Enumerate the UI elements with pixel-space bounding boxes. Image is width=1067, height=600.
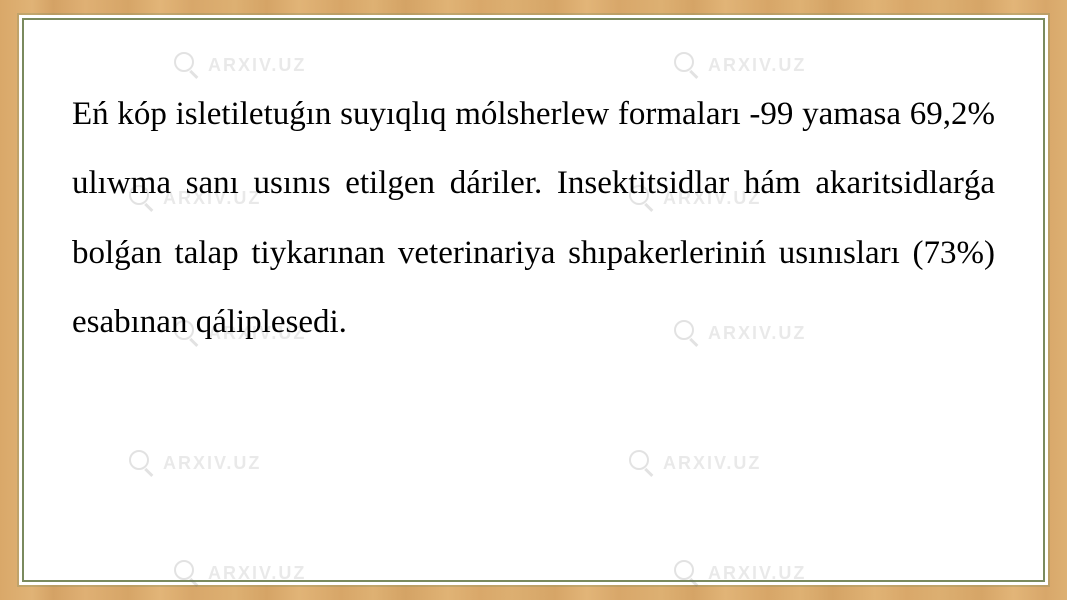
slide-frame: ARXIV.UZARXIV.UZARXIV.UZARXIV.UZARXIV.UZ…	[22, 18, 1045, 582]
watermark-text: ARXIV.UZ	[708, 55, 806, 76]
magnifier-icon	[674, 52, 700, 78]
slide-paragraph: Eń kóp isletiletuǵın suyıqlıq mólsherlew…	[72, 80, 995, 357]
content-area: Eń kóp isletiletuǵın suyıqlıq mólsherlew…	[72, 80, 995, 540]
watermark-text: ARXIV.UZ	[208, 563, 306, 584]
magnifier-icon	[174, 52, 200, 78]
watermark-text: ARXIV.UZ	[708, 563, 806, 584]
watermark-item: ARXIV.UZ	[174, 52, 306, 78]
watermark-item: ARXIV.UZ	[674, 52, 806, 78]
watermark-text: ARXIV.UZ	[208, 55, 306, 76]
